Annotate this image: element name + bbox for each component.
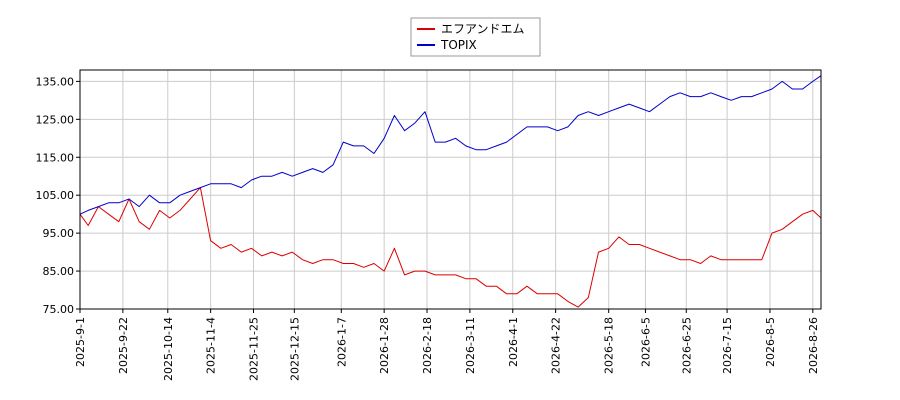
x-tick-label: 2026-2-18 — [421, 317, 434, 374]
x-tick-label: 2025-9-1 — [74, 317, 87, 367]
x-tick-label: 2025-10-14 — [162, 317, 175, 381]
y-tick-label: 125.00 — [36, 113, 75, 126]
x-tick-label: 2025-12-15 — [288, 317, 301, 381]
x-tick-label: 2026-6-25 — [680, 317, 693, 374]
legend: エフアンドエム TOPIX — [410, 17, 541, 57]
legend-label-0: エフアンドエム — [441, 22, 525, 36]
legend-label-1: TOPIX — [440, 38, 477, 52]
x-tick-label: 2025-11-4 — [205, 317, 218, 374]
x-tick-label: 2026-7-15 — [721, 317, 734, 374]
x-tick-label: 2026-1-7 — [335, 317, 348, 367]
legend-box — [410, 17, 541, 57]
series-line-1 — [79, 75, 822, 215]
x-tick-label: 2026-4-22 — [550, 317, 563, 374]
y-tick-label: 95.00 — [43, 227, 75, 240]
plot-frame — [79, 69, 822, 310]
y-tick-label: 75.00 — [43, 303, 75, 316]
series-line-0 — [79, 187, 822, 308]
axes: 75.00 85.00 95.00 105.00 115.00 125.00 135.00 2… — [36, 75, 820, 381]
y-tick-label: 115.00 — [36, 151, 75, 164]
series-layer — [79, 75, 822, 308]
x-tick-label: 2026-8-5 — [764, 317, 777, 367]
x-tick-label: 2026-8-26 — [807, 317, 820, 374]
x-tick-label: 2026-6-5 — [639, 317, 652, 367]
y-tick-label: 105.00 — [36, 189, 75, 202]
grid — [79, 70, 821, 310]
x-tick-label: 2026-5-18 — [603, 317, 616, 374]
x-tick-label: 2025-9-22 — [117, 317, 130, 374]
y-tick-label: 135.00 — [36, 75, 75, 88]
x-tick-label: 2025-11-25 — [248, 317, 261, 381]
x-tick-label: 2026-3-11 — [464, 317, 477, 374]
y-tick-label: 85.00 — [43, 265, 75, 278]
x-tick-label: 2026-1-28 — [378, 317, 391, 374]
x-tick-label: 2026-4-1 — [507, 317, 520, 367]
